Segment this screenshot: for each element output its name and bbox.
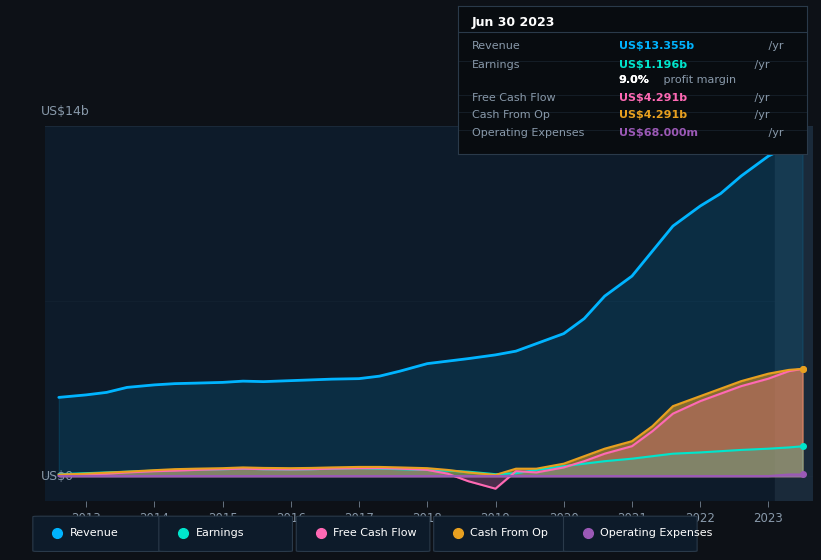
Text: US$0: US$0 [41,470,75,483]
Text: Jun 30 2023: Jun 30 2023 [472,16,556,29]
Text: /yr: /yr [750,92,769,102]
FancyBboxPatch shape [158,516,292,552]
Text: /yr: /yr [750,110,769,120]
Text: Earnings: Earnings [195,529,244,538]
Text: Earnings: Earnings [472,60,521,70]
Text: 9.0%: 9.0% [619,75,649,85]
FancyBboxPatch shape [33,516,167,552]
FancyBboxPatch shape [563,516,697,552]
Text: US$4.291b: US$4.291b [619,110,686,120]
Text: Free Cash Flow: Free Cash Flow [333,529,416,538]
Text: US$1.196b: US$1.196b [619,60,686,70]
Text: /yr: /yr [765,41,784,50]
Text: /yr: /yr [765,128,784,138]
FancyBboxPatch shape [296,516,430,552]
Text: Free Cash Flow: Free Cash Flow [472,92,556,102]
Text: Revenue: Revenue [472,41,521,50]
Bar [775,126,813,501]
FancyBboxPatch shape [433,516,567,552]
Text: Cash From Op: Cash From Op [470,529,548,538]
Text: Operating Expenses: Operating Expenses [600,529,713,538]
Text: US$13.355b: US$13.355b [619,41,694,50]
Text: US$4.291b: US$4.291b [619,92,686,102]
Text: Revenue: Revenue [70,529,118,538]
Text: US$68.000m: US$68.000m [619,128,698,138]
Text: US$14b: US$14b [41,105,90,119]
Text: profit margin: profit margin [661,75,736,85]
Text: /yr: /yr [750,60,769,70]
Text: 9.0%: 9.0% [619,75,649,85]
Text: Operating Expenses: Operating Expenses [472,128,585,138]
Text: Cash From Op: Cash From Op [472,110,550,120]
